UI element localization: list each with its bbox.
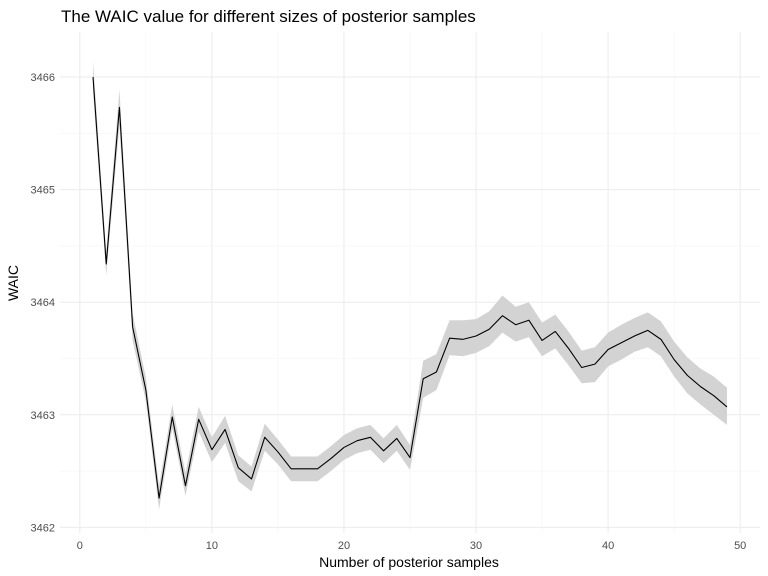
y-tick-label: 3465 <box>31 185 55 197</box>
waic-series-line <box>92 76 728 499</box>
y-axis-title: WAIC <box>5 265 21 301</box>
x-tick-label: 20 <box>338 540 350 552</box>
waic-line <box>92 76 728 499</box>
x-tick-label: 40 <box>602 540 614 552</box>
grid <box>60 32 760 533</box>
x-tick-label: 50 <box>734 540 746 552</box>
y-axis-ticks: 3462 3463 3464 3465 3466 <box>31 72 55 534</box>
chart-title: The WAIC value for different sizes of po… <box>61 7 476 26</box>
confidence-band <box>93 61 727 510</box>
confidence-band-area <box>93 61 727 510</box>
y-tick-label: 3462 <box>31 522 55 534</box>
y-tick-label: 3463 <box>31 410 55 422</box>
y-tick-label: 3466 <box>31 72 55 84</box>
x-tick-label: 0 <box>77 540 83 552</box>
x-tick-label: 10 <box>206 540 218 552</box>
x-axis-ticks: 0 10 20 30 40 50 <box>77 540 747 552</box>
y-tick-label: 3464 <box>31 297 55 309</box>
x-tick-label: 30 <box>470 540 482 552</box>
x-axis-title: Number of posterior samples <box>319 554 499 570</box>
